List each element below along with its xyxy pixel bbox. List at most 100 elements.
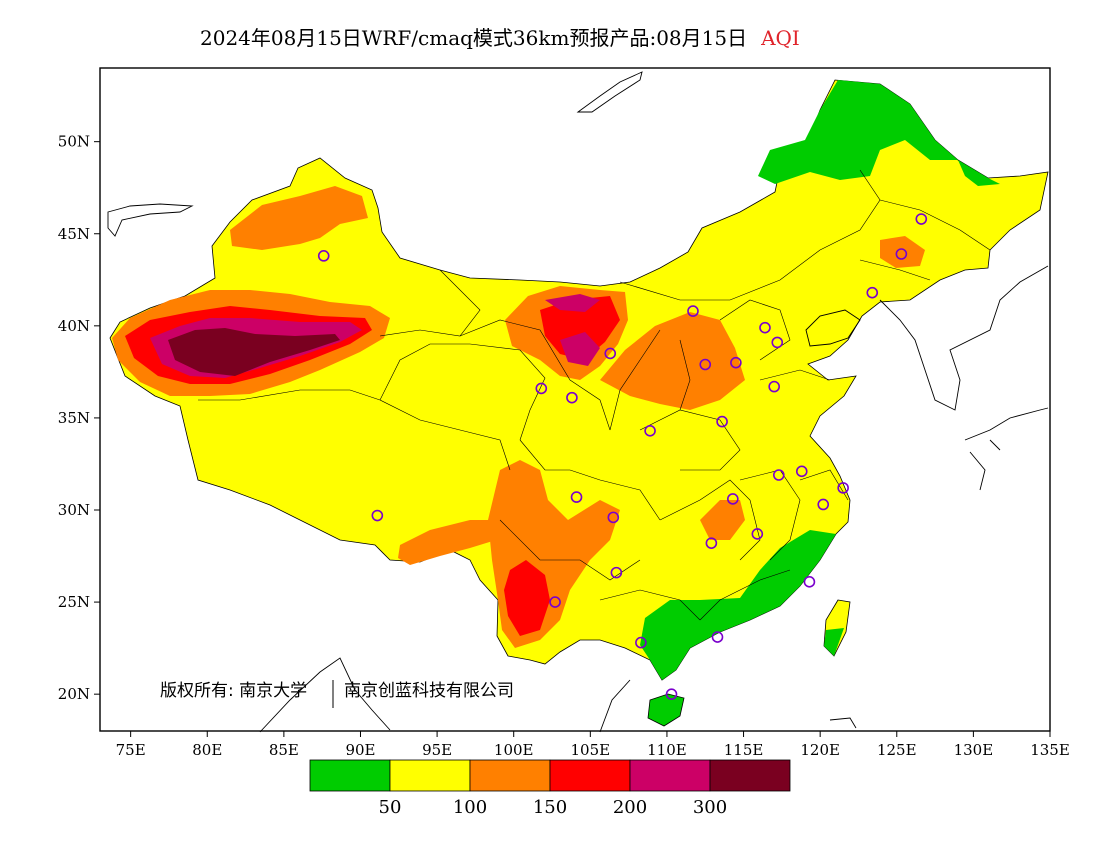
boundary-zhejiang [799, 469, 849, 501]
city-station-markers [317, 213, 928, 700]
lon-tick-label: 120E [800, 741, 840, 759]
coastline-philippines [829, 717, 857, 729]
orange-zone-north-xinjiang [230, 186, 368, 250]
lat-tick-label: 40N [58, 317, 90, 335]
city-station-marker [570, 491, 583, 503]
city-station-marker [759, 321, 771, 334]
legend-color-box [709, 759, 791, 792]
coastlines [107, 71, 1049, 733]
city-station-marker [705, 537, 718, 549]
orange-zone-north-china [600, 312, 745, 410]
city-station-marker [665, 688, 678, 700]
boundary-gansu [459, 319, 611, 431]
city-station-marker [607, 511, 620, 524]
city-station-marker [711, 631, 724, 643]
legend-color-box [629, 759, 711, 792]
boundary-yunnan [499, 519, 641, 581]
taiwan-clean-zone [824, 628, 844, 656]
red-zone-alxa [540, 296, 620, 360]
city-station-marker [644, 425, 656, 437]
legend-color-box [469, 759, 551, 792]
title-main: 2024年08月15日WRF/cmaq模式36km预报产品:08月15日 [200, 26, 748, 50]
city-station-marker [866, 286, 879, 299]
city-station-marker [535, 382, 548, 395]
lat-tick-label: 20N [58, 685, 90, 703]
boundary-inner-mongolia [619, 169, 881, 301]
city-station-marker [610, 566, 623, 579]
orange-zone-tibet-south [398, 520, 500, 565]
coastline-kazakh-lake [107, 203, 194, 237]
lon-tick-label: 95E [422, 741, 452, 759]
boundary-hunan [659, 479, 761, 561]
coastline-bohai [805, 309, 861, 347]
boundary-shanxi [679, 339, 691, 411]
legend-color-box [389, 759, 471, 792]
city-station-marker [817, 498, 830, 511]
lon-tick-label: 125E [877, 741, 917, 759]
lon-tick-label: 110E [647, 741, 687, 759]
boundary-northeast [859, 199, 991, 281]
lat-tick-label: 50N [58, 133, 90, 151]
boundary-jiangxi [739, 469, 801, 561]
city-station-marker [772, 469, 785, 481]
coastline-lake-baikal [576, 71, 643, 113]
city-station-marker [837, 482, 849, 494]
aqi-legend: 50 100 150 200 300 [309, 759, 791, 818]
red-zone-yunnan [504, 560, 550, 636]
lat-tick-label: 45N [58, 225, 90, 243]
lon-tick-label: 80E [192, 741, 222, 759]
hainan-region [647, 693, 685, 727]
city-station-marker [549, 596, 561, 608]
city-station-marker [687, 305, 699, 317]
province-boundaries [198, 169, 991, 621]
clean-zone-northeast-east [958, 160, 1000, 186]
legend-color-box [549, 759, 631, 792]
lon-tick-label: 115E [724, 741, 764, 759]
city-station-marker [751, 528, 764, 540]
lon-tick-label: 75E [116, 741, 146, 759]
city-station-marker [795, 465, 808, 478]
coastline-indochina [259, 657, 631, 733]
city-station-marker [803, 576, 816, 588]
clean-zone-south [640, 530, 836, 680]
city-station-marker [371, 509, 384, 522]
lon-tick-label: 130E [954, 741, 994, 759]
pollution-layers [109, 79, 1049, 727]
boundary-henan [639, 409, 741, 471]
city-station-marker [635, 636, 647, 649]
boundary-guangxi [599, 589, 701, 621]
purple-zone-ningxia [560, 332, 600, 366]
city-station-marker [566, 391, 578, 404]
map-title: 2024年08月15日WRF/cmaq模式36km预报产品:08月15日 AQI [200, 22, 800, 51]
city-station-marker [716, 415, 728, 428]
severe-zone-taklimakan [168, 328, 340, 376]
city-station-marker [771, 336, 784, 349]
coastline-korea [879, 265, 1049, 411]
boundary-qinghai [379, 343, 546, 441]
legend-color-box [309, 759, 391, 792]
boundary-guangdong [699, 569, 791, 621]
longitude-axis: 75E 80E 85E 90E 95E 100E 105E 110E 115E 120E 125E 1… [116, 731, 1070, 759]
city-station-marker [317, 250, 330, 262]
city-station-marker [730, 356, 742, 369]
lon-tick-label: 135E [1030, 741, 1070, 759]
lon-tick-label: 105E [571, 741, 611, 759]
legend-threshold-label: 200 [613, 797, 647, 818]
orange-zone-hunan [700, 500, 745, 540]
purple-zone-alxa [545, 294, 600, 312]
city-station-marker [895, 248, 908, 260]
legend-threshold-label: 50 [379, 797, 402, 818]
city-station-marker [604, 347, 617, 360]
orange-zone-liaoning [880, 236, 925, 268]
copyright-right: 南京创蓝科技有限公司 [344, 681, 514, 701]
lat-tick-label: 35N [58, 409, 90, 427]
boundary-xinjiang [379, 269, 481, 337]
coastline-japan [964, 407, 1049, 491]
lon-tick-label: 85E [269, 741, 299, 759]
legend-threshold-label: 100 [453, 797, 487, 818]
boundary-sichuan [519, 439, 661, 521]
city-station-marker [915, 213, 928, 225]
boundary-shandong [759, 369, 831, 381]
map-frame-border [99, 67, 1051, 732]
